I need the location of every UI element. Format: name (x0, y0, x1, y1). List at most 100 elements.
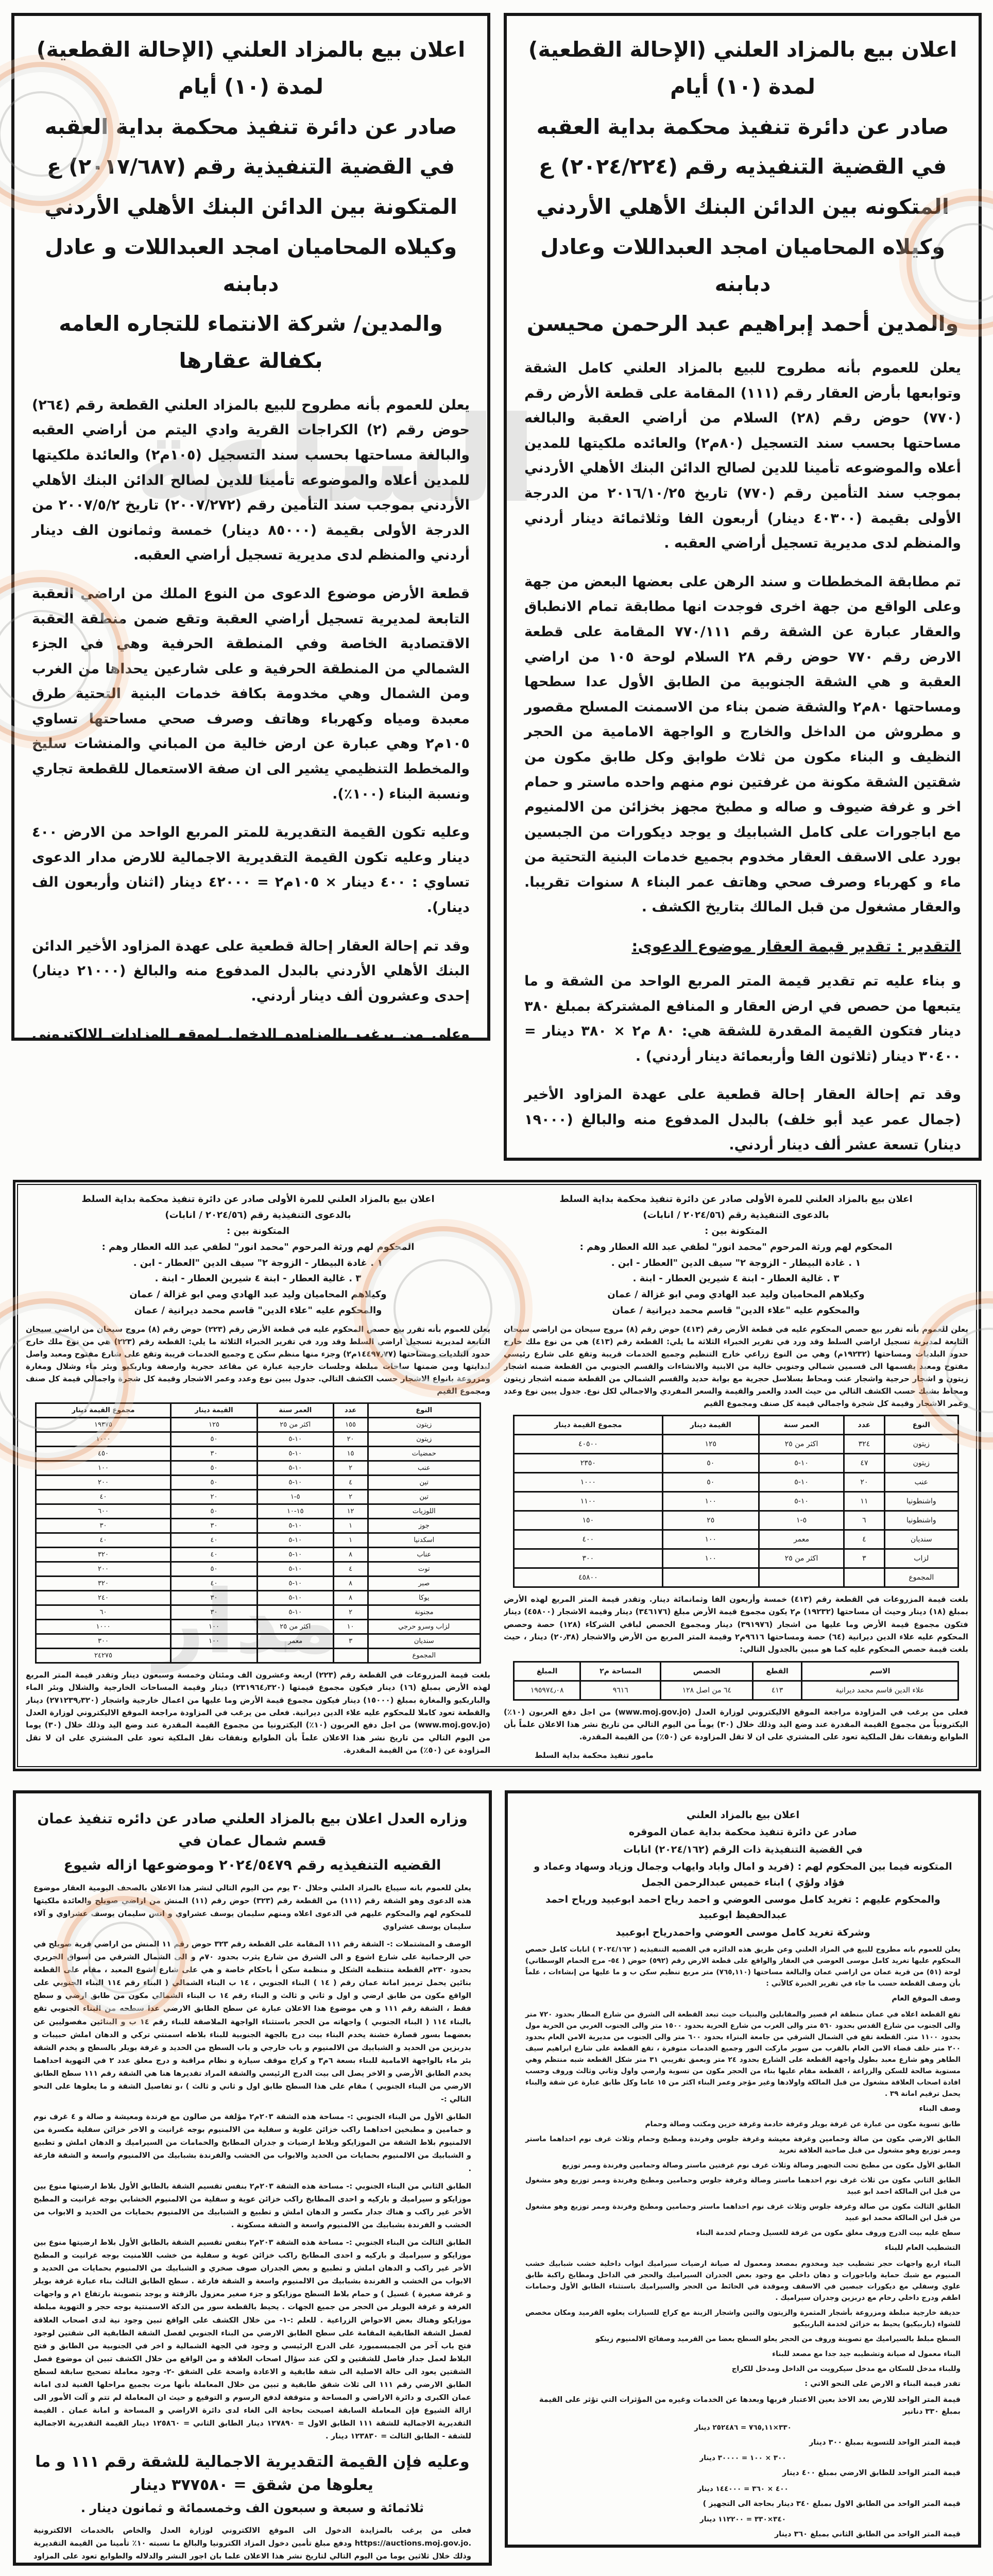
table-cell: ٤٠ (169, 1575, 258, 1592)
table-cell: ١٠-٥ (256, 1590, 334, 1606)
heading-line: صادر عن دائرة تنفيذ محكمة بداية العقبه (536, 114, 949, 139)
table-row: يوكا ٨ ١٠-٥ ٣٠ ٢٤٠ (35, 1590, 481, 1606)
intro-paragraph: يعلن للعموم بانه مطروح للبيع في المزاد ا… (525, 1945, 961, 1988)
table-cell: ٣٢٠ (35, 1575, 172, 1592)
table-cell: الحصص (660, 1660, 754, 1682)
table-row: النوع عدد العمر سنة القيمة دينار مجموع القيم… (513, 1415, 959, 1436)
paragraph: طابق تسوية مكون من عبارة عن غرفة بويلر و… (645, 2120, 961, 2129)
estimation-line: قيمة المتر الواحد من الطابق الثاني بمبلغ… (774, 2530, 961, 2539)
table-cell: ٨ (332, 1590, 369, 1606)
table-cell: ١٥٥ (332, 1417, 369, 1433)
paragraph: الوصف و المشتملات :- الشقة رقم ١١١ المقا… (33, 1939, 472, 2104)
closing-paragraph: فعلى من يرغب في المزاودة مراجعة الموقع ا… (504, 1707, 968, 1742)
table-cell: المبلغ (513, 1660, 581, 1682)
heading-line: في القضية التنفيذيه رقم (٢٠٢٤/٢٢٤) ع (538, 154, 947, 179)
total-value-line: وعليه فإن القيمة التقديرية الاجمالية للش… (35, 2452, 470, 2494)
table-cell: لزاب وسرو حرجي (367, 1619, 481, 1635)
table-row: زيتون ٤٧ ١٠-٥ ٥٠ ٢٣٥٠ (513, 1453, 959, 1474)
table-cell: ٢٠٠ (35, 1475, 172, 1491)
table-cell: سنديان (883, 1529, 959, 1550)
building-description: طابق تسوية مكون من عبارة عن غرفة بويلر و… (525, 2119, 961, 2239)
table-row: مجنونة ٢ ١٠-٥ ٣٠ ٦٠ (35, 1604, 481, 1621)
notice-body: يعلن للعموم بأنه مطروح للبيع بالمزاد الع… (524, 356, 961, 920)
estimation-line: قيمة المتر الواحد من الطابق الاول بمبلغ … (703, 2499, 961, 2508)
table-cell: اكثر من ٢٥ (256, 1417, 334, 1433)
table-row: واشنطونيا ١١ ١٠-٥ ١٠٠ ١١٠٠ (513, 1491, 959, 1512)
heading-line: المتكونة بين الدائن البنك الأهلي الأردني (44, 194, 457, 219)
table-row: اللوزيات ١٢ ١٥-١٠ ٥٠ ٦٠٠ (35, 1503, 481, 1520)
valuation-title: التقدير : تقدير قيمة العقار موضوع الدعوى… (631, 938, 961, 956)
paragraph: تم مطابقة المخططات و سند الرهن على بعضها… (524, 573, 962, 916)
table-cell: معمر (256, 1633, 334, 1650)
table-cell: ١٠-٥ (256, 1561, 334, 1578)
table-cell: ١٠٠ (661, 1491, 760, 1512)
notice-heading: اعلان بيع بالمزاد العلني (الإحالة القطعي… (524, 31, 961, 343)
table-cell: ٣٢٤ (843, 1434, 885, 1455)
heading-line: المحكوم لهم ورثة المرحوم "محمد انور" لطف… (579, 1241, 893, 1252)
table-row: واشنطونيا ٦ ٥-١ ٢٥ ١٥٠ (513, 1510, 959, 1531)
table-cell: العمر سنة (758, 1415, 845, 1436)
table-cell: القيمة دينار (661, 1415, 760, 1436)
table-cell: ٣٠ (169, 1446, 258, 1462)
closing-paragraph: بلغت قيمة المزروعات في القطعة رقم (٢٢٣) … (26, 1670, 490, 1755)
table-cell: الاسم (800, 1660, 959, 1682)
table-row: عنب ٢ ١٠-٥ ٥٠ ١٠٠ (35, 1460, 481, 1477)
heading-line: ٣ . غالية العطار - ابنة ٤ شيرين العطار -… (632, 1273, 840, 1284)
heading-line: وكيلاهم المحاميان وليد عبد الهادي ومي اب… (607, 1289, 865, 1300)
table-cell: ١٠٠ (661, 1529, 760, 1550)
table-cell: ٥٠ (661, 1453, 760, 1474)
table-cell: مجموع القيمة دينار (513, 1415, 663, 1436)
table-cell: عدد (843, 1415, 885, 1436)
table-cell: ٥٠ (169, 1475, 258, 1491)
table-cell: ٥-١ (256, 1489, 334, 1505)
heading-line: في القضية التنفيذية رقم (٢٠١٧/٦٨٧) ع (46, 154, 455, 179)
after-table-paragraph: بلغت قيمة المزروعات في القطعة رقم (٤١٣) … (504, 1595, 968, 1654)
table-cell: اسكدنيا (367, 1532, 481, 1549)
paragraph: و بناء عليه تم تقدير قيمة المتر المربع ا… (524, 973, 961, 1064)
table-cell: ١٠-٥ (758, 1491, 845, 1512)
intro-paragraph: يعلن للعموم بأنه تقرر بيع حصص المحكوم عل… (504, 1325, 968, 1409)
notice-heading: وزاره العدل اعلان بيع بالمزاد العلني صاد… (33, 1808, 471, 1877)
table-row: جوز ١ ١٠-٥ ٣٠ ٣٠ (35, 1518, 481, 1534)
auction-notice-aqaba-687-2017: اعلان بيع بالمزاد العلني (الإحالة القطعي… (11, 13, 490, 1041)
table-row: النوع عدد العمر سنة القيمة دينار مجموع القيم… (35, 1402, 481, 1419)
table-cell: ٤ (332, 1561, 369, 1578)
table-cell (256, 1648, 334, 1664)
estimation-line: ٣٣٠×٧٦٥,١١ = ٢٥٢٤٨٦ دينار (694, 2423, 792, 2432)
table-cell: ١٠٠ (661, 1548, 760, 1569)
table-cell: ٨ (332, 1575, 369, 1592)
section-title: وصف الموقع العام (892, 1994, 961, 2003)
table-cell: ٣ (843, 1548, 885, 1569)
table-cell: ١٢٥ (169, 1417, 258, 1433)
table-cell: عنب (367, 1460, 481, 1477)
table-row: زيتون ١٥٥ اكثر من ٢٥ ١٢٥ ١٩٣٧٥ (35, 1417, 481, 1433)
table-cell: ٥٠ (169, 1460, 258, 1477)
table-cell: العمر سنة (256, 1402, 334, 1419)
table-cell (758, 1567, 845, 1588)
estimation-line: ٣٦٠ × ٣١٠ = ١١١٦٠٠ دينار (525, 2545, 961, 2548)
section-title: وصف البناء (919, 2104, 961, 2113)
paragraph: الطابق الثاني مكون من ثلاث غرف نوم احدهم… (525, 2176, 961, 2196)
table-cell: ٤ (843, 1529, 885, 1550)
heading-line: المحكوم لهم ورثة المرحوم "محمد انور" لطف… (101, 1241, 415, 1252)
table-row: علاء الدين قاسم محمد ديرانية ٤١٣ ٦٤ من اصل… (513, 1680, 959, 1701)
heading-line: وكيلاه المحاميان امجد العبداللات وعادل د… (540, 234, 945, 296)
table-row: عناب ٨ ١٠-٥ ٤٠ ٣٢٠ (35, 1547, 481, 1563)
table-cell: ٣٠٠ (513, 1548, 663, 1569)
table-cell: ١٥ (332, 1446, 369, 1462)
heading-line: وكيلاهم المحاميان وليد عبد الهادي ومي اب… (129, 1289, 387, 1300)
table-cell: ٤٧ (843, 1453, 885, 1474)
table-cell: ١٠٠ (169, 1633, 258, 1650)
heading-line: ١ . غادة البيطار - الزوجة ٢" سيف الدين "… (133, 1257, 383, 1268)
table-cell: ١٠٠٠ (35, 1619, 172, 1635)
table-cell: معمر (758, 1529, 845, 1550)
paragraph: يعلن للعموم بانه سيباع بالمزاد العلني وخ… (33, 1883, 471, 1931)
table-cell: لزاب (883, 1548, 959, 1569)
table-cell (843, 1567, 885, 1588)
table-cell: ١٠-٥ (256, 1431, 334, 1448)
heading-line: القضيه التنفيذيه رقم ٢٠٢٤/٥٤٧٩ وموضوعها … (63, 1857, 441, 1874)
notice-heading: اعلان بيع بالمزاد العلني صادر عن دائرة تن… (525, 1807, 961, 1940)
table-row: صبر ٨ ١٠-٥ ٤٠ ٣٢٠ (35, 1575, 481, 1592)
table-cell: ١٠-٥ (256, 1446, 334, 1462)
heading-line: اعلان بيع بالمزاد العلني (الإحالة القطعي… (36, 37, 466, 99)
